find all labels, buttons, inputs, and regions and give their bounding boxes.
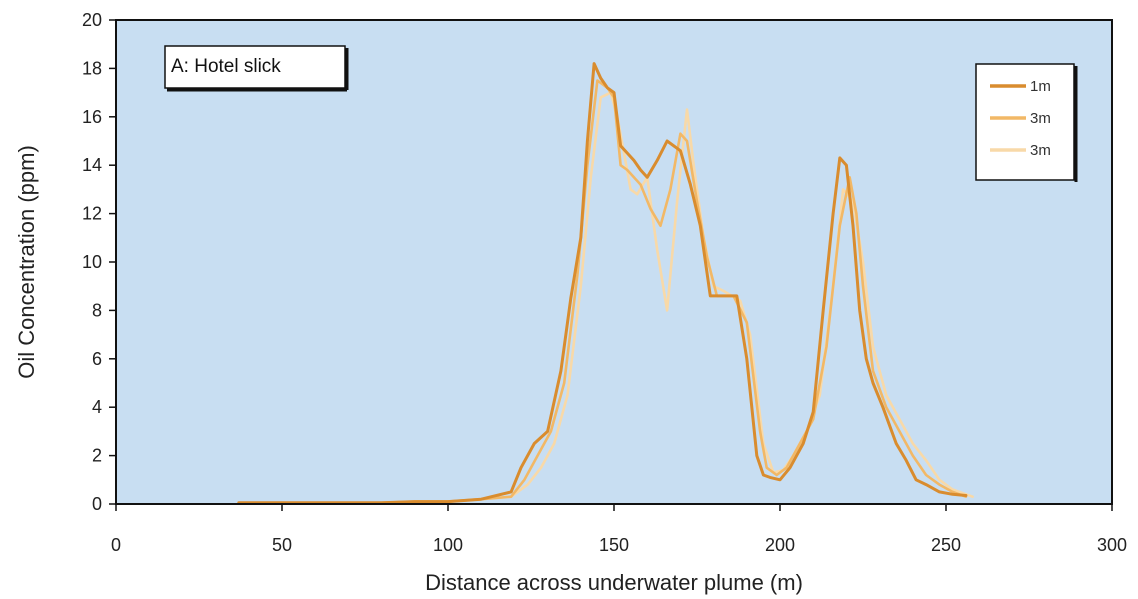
x-tick-label: 50 [272,535,292,555]
x-tick-label: 0 [111,535,121,555]
y-tick-label: 10 [82,252,102,272]
y-tick-label: 4 [92,397,102,417]
y-axis: 0 2 4 6 8 10 12 14 16 18 20 [82,10,116,514]
y-tick-label: 6 [92,349,102,369]
y-tick-label: 0 [92,494,102,514]
x-tick-label: 100 [433,535,463,555]
annotation-label: A: Hotel slick [171,56,281,77]
legend-box [975,63,1075,181]
legend-label: 3m [1030,142,1051,159]
y-tick-label: 14 [82,155,102,175]
y-tick-label: 8 [92,300,102,320]
y-tick-label: 20 [82,10,102,30]
series-layer [237,62,974,505]
x-tick-label: 250 [931,535,961,555]
legend: 1m 3m 3m [975,63,1078,182]
legend-label: 1m [1030,78,1051,95]
x-axis: 0 50 100 150 200 250 300 [111,504,1127,555]
x-tick-label: 300 [1097,535,1127,555]
x-tick-label: 200 [765,535,795,555]
x-axis-title: Distance across underwater plume (m) [425,570,803,595]
y-tick-label: 2 [92,446,102,466]
y-axis-title: Oil Concentration (ppm) [14,145,39,379]
panel-annotation: A: Hotel slick [164,45,349,92]
series-line-1 [237,62,968,505]
annotation-box [164,45,346,89]
x-tick-label: 150 [599,535,629,555]
legend-label: 3m [1030,110,1051,127]
y-tick-label: 16 [82,107,102,127]
y-tick-label: 18 [82,58,102,78]
series-line-2 [237,79,968,505]
y-tick-label: 12 [82,204,102,224]
